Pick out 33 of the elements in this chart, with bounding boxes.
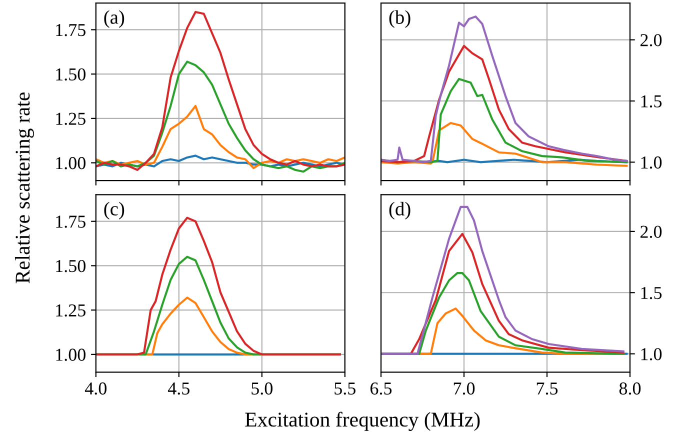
y-tick-label: 2.0 [640,34,662,46]
x-tick-label: 5.5 [334,382,356,395]
x-tick-label: 7.5 [536,382,558,395]
y-tick-label: 1.75 [56,24,86,36]
line-series [96,104,345,170]
x-tick-label: 5.0 [252,382,272,395]
y-tick-label: 1.25 [56,112,86,125]
y-tick-label: 1.5 [641,95,662,108]
chart-title: (a) [104,10,124,28]
y-tick-label: 1.0 [641,348,662,360]
line-series [381,44,628,164]
y-tick-label: 1.00 [56,348,86,361]
x-tick-label: 8.0 [619,382,641,395]
x-axis-title: Excitation frequency (MHz) [245,412,480,431]
y-tick-label: 1.75 [56,216,86,228]
y-tick-label: 1.00 [56,157,86,170]
x-tick-label: 4.0 [84,382,106,395]
chart-title: (b) [389,10,410,28]
y-tick-label: 1.0 [641,156,662,169]
y-axis-title: Relative scattering rate [15,92,34,284]
y-tick-label: 1.50 [56,260,86,272]
y-tick-label: 1.25 [56,304,86,317]
y-tick-label: 1.50 [56,68,86,81]
y-tick-label: 2.0 [640,226,662,238]
x-tick-label: 4.5 [168,382,190,395]
y-tick-label: 1.5 [641,286,662,300]
chart-title: (c) [104,202,124,220]
line-series [381,122,628,167]
line-series [96,60,345,173]
x-tick-label: 7.0 [454,382,475,395]
line-series [96,10,345,171]
x-tick-label: 6.5 [370,382,392,395]
chart-title: (d) [389,202,410,220]
